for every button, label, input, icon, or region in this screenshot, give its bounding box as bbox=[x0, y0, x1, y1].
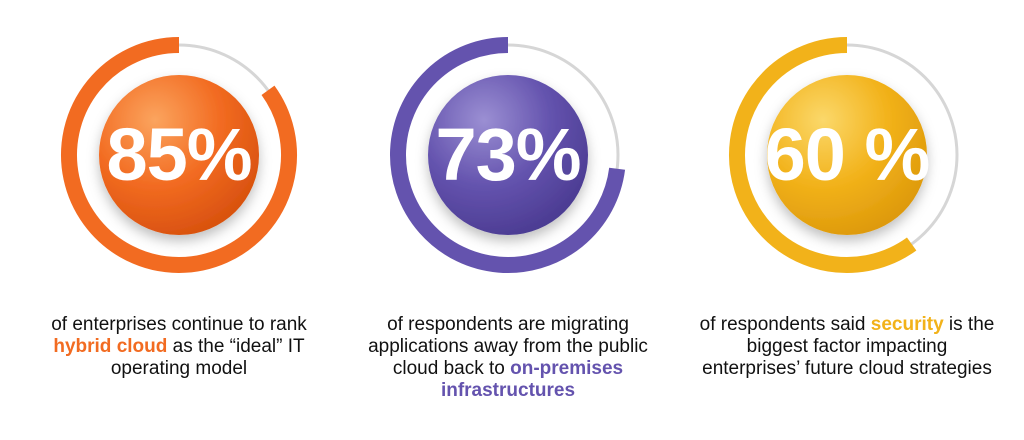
progress-ring-2 bbox=[390, 37, 626, 273]
caption-text-1b: as the “ideal” IT operating model bbox=[110, 336, 305, 379]
stat-card-2: 73% of respondents are migrating applica… bbox=[358, 0, 658, 440]
orb-3 bbox=[767, 75, 927, 235]
stat-card-1: 85% of enterprises continue to rank hybr… bbox=[29, 0, 329, 440]
orb-2 bbox=[428, 75, 588, 235]
caption-highlight-2: on-premises infrastructures bbox=[440, 358, 624, 401]
progress-ring-3 bbox=[729, 37, 959, 273]
progress-ring-1 bbox=[61, 37, 297, 273]
caption-highlight-1: hybrid cloud bbox=[53, 336, 168, 357]
ring-arc-2 bbox=[390, 37, 626, 273]
orb-1 bbox=[99, 75, 259, 235]
stat-caption-2: of respondents are migrating application… bbox=[358, 314, 658, 402]
stat-value-1: 85% bbox=[106, 113, 252, 196]
caption-text-2a: of respondents are migrating application… bbox=[368, 314, 648, 379]
ring-arc-3 bbox=[729, 37, 917, 273]
stat-value-2: 73% bbox=[435, 113, 581, 196]
caption-text-1a: of enterprises continue to rank bbox=[51, 314, 307, 335]
caption-text-3a: of respondents said bbox=[699, 314, 871, 335]
stat-value-3: 60 % bbox=[764, 113, 931, 196]
stat-caption-1: of enterprises continue to rank hybrid c… bbox=[29, 314, 329, 380]
caption-highlight-3: security bbox=[870, 314, 944, 335]
stat-card-3: 60 % of respondents said security is the… bbox=[697, 0, 997, 440]
stat-caption-3: of respondents said security is the bigg… bbox=[697, 314, 997, 380]
ring-arc-1 bbox=[61, 37, 297, 273]
caption-text-3b: is the biggest factor impacting enterpri… bbox=[702, 314, 995, 379]
